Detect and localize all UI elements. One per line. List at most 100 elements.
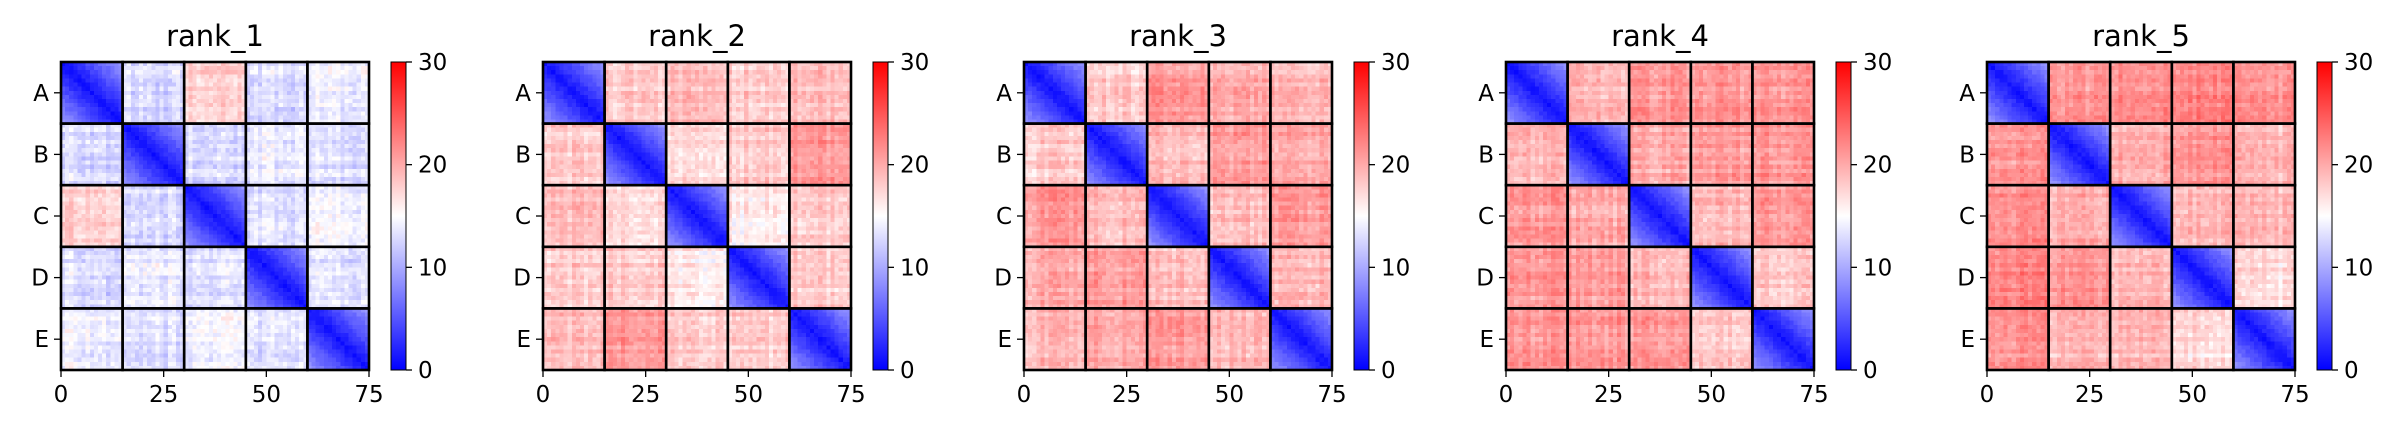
heatmap-cell xyxy=(283,78,288,83)
heatmap-cell xyxy=(287,292,292,297)
heatmap-cell xyxy=(110,284,115,289)
heatmap-cell xyxy=(172,95,177,100)
heatmap-cell xyxy=(143,288,148,293)
heatmap-cell xyxy=(143,329,148,334)
heatmap-cell xyxy=(221,148,226,153)
heatmap-cell xyxy=(361,202,366,207)
heatmap-cell xyxy=(344,173,349,178)
heatmap-cell xyxy=(135,230,140,235)
heatmap-cell xyxy=(172,276,177,281)
heatmap-cell xyxy=(258,70,263,75)
heatmap-cell xyxy=(217,156,222,161)
heatmap-cell xyxy=(155,259,160,264)
heatmap-cell xyxy=(110,173,115,178)
heatmap-cell xyxy=(361,210,366,215)
heatmap-cell xyxy=(110,103,115,108)
heatmap-cell xyxy=(353,136,358,141)
heatmap-cell xyxy=(295,288,300,293)
heatmap-cell xyxy=(65,222,70,227)
heatmap-cell xyxy=(139,296,144,301)
heatmap-cell xyxy=(316,177,321,182)
heatmap-cell xyxy=(217,161,222,166)
heatmap-cell xyxy=(160,136,165,141)
heatmap-cell xyxy=(127,140,132,145)
heatmap-cell xyxy=(94,239,99,244)
heatmap-cell xyxy=(69,78,74,83)
heatmap-cell xyxy=(320,144,325,149)
heatmap-cell xyxy=(155,284,160,289)
heatmap-cell xyxy=(361,325,366,330)
heatmap-cell xyxy=(102,284,107,289)
heatmap-cell xyxy=(324,198,329,203)
heatmap-cell xyxy=(98,87,103,92)
heatmap-cell xyxy=(176,95,181,100)
heatmap-cell xyxy=(135,169,140,174)
heatmap-cell xyxy=(316,193,321,198)
heatmap-cell xyxy=(225,329,230,334)
heatmap-cell xyxy=(229,87,234,92)
heatmap-cell xyxy=(176,202,181,207)
heatmap-cell xyxy=(168,267,173,272)
heatmap-cell xyxy=(77,202,82,207)
heatmap-cell xyxy=(324,276,329,281)
heatmap-cell xyxy=(361,226,366,231)
heatmap-cell xyxy=(155,251,160,256)
heatmap-cell xyxy=(221,222,226,227)
heatmap-cell xyxy=(143,300,148,305)
heatmap-cell xyxy=(131,95,136,100)
heatmap-cell xyxy=(258,173,263,178)
heatmap-cell xyxy=(114,78,119,83)
heatmap-cell xyxy=(357,91,362,96)
heatmap-cell xyxy=(225,313,230,318)
heatmap-cell xyxy=(127,95,132,100)
heatmap-cell xyxy=(221,313,226,318)
heatmap-cell xyxy=(266,325,271,330)
heatmap-cell xyxy=(176,161,181,166)
heatmap-cell xyxy=(102,239,107,244)
heatmap-cell xyxy=(127,189,132,194)
heatmap-cell xyxy=(98,296,103,301)
heatmap-cell xyxy=(168,239,173,244)
heatmap-cell xyxy=(102,87,107,92)
heatmap-cell xyxy=(250,239,255,244)
heatmap-cell xyxy=(279,296,284,301)
heatmap-cell xyxy=(357,325,362,330)
heatmap-cell xyxy=(320,78,325,83)
heatmap-cell xyxy=(197,74,202,79)
heatmap-cell xyxy=(110,177,115,182)
heatmap-cell xyxy=(262,132,267,137)
heatmap-cell xyxy=(250,74,255,79)
heatmap-cell xyxy=(147,144,152,149)
heatmap-cell xyxy=(139,206,144,211)
heatmap-cell xyxy=(172,66,177,71)
heatmap-cell xyxy=(238,107,243,112)
heatmap-cell xyxy=(213,156,218,161)
heatmap-cell xyxy=(160,206,165,211)
heatmap-cell xyxy=(155,218,160,223)
heatmap-cell xyxy=(250,87,255,92)
heatmap-cell xyxy=(176,169,181,174)
heatmap-cell xyxy=(188,87,193,92)
heatmap-cell xyxy=(254,222,259,227)
heatmap-cell xyxy=(344,214,349,219)
heatmap-cell xyxy=(291,83,296,88)
heatmap-cell xyxy=(131,296,136,301)
heatmap-cell xyxy=(344,165,349,170)
heatmap-cell xyxy=(188,165,193,170)
heatmap-cell xyxy=(328,321,333,326)
heatmap-cell xyxy=(155,144,160,149)
heatmap-cell xyxy=(213,91,218,96)
heatmap-cell xyxy=(110,148,115,153)
heatmap-cell xyxy=(102,329,107,334)
heatmap-cell xyxy=(258,276,263,281)
heatmap-cell xyxy=(110,140,115,145)
heatmap-cell xyxy=(155,292,160,297)
heatmap-cell xyxy=(160,333,165,338)
heatmap-cell xyxy=(73,276,78,281)
heatmap-cell xyxy=(357,280,362,285)
heatmap-cell xyxy=(69,333,74,338)
heatmap-cell xyxy=(316,152,321,157)
heatmap-cell xyxy=(221,156,226,161)
heatmap-cell xyxy=(197,70,202,75)
heatmap-cell xyxy=(217,128,222,133)
